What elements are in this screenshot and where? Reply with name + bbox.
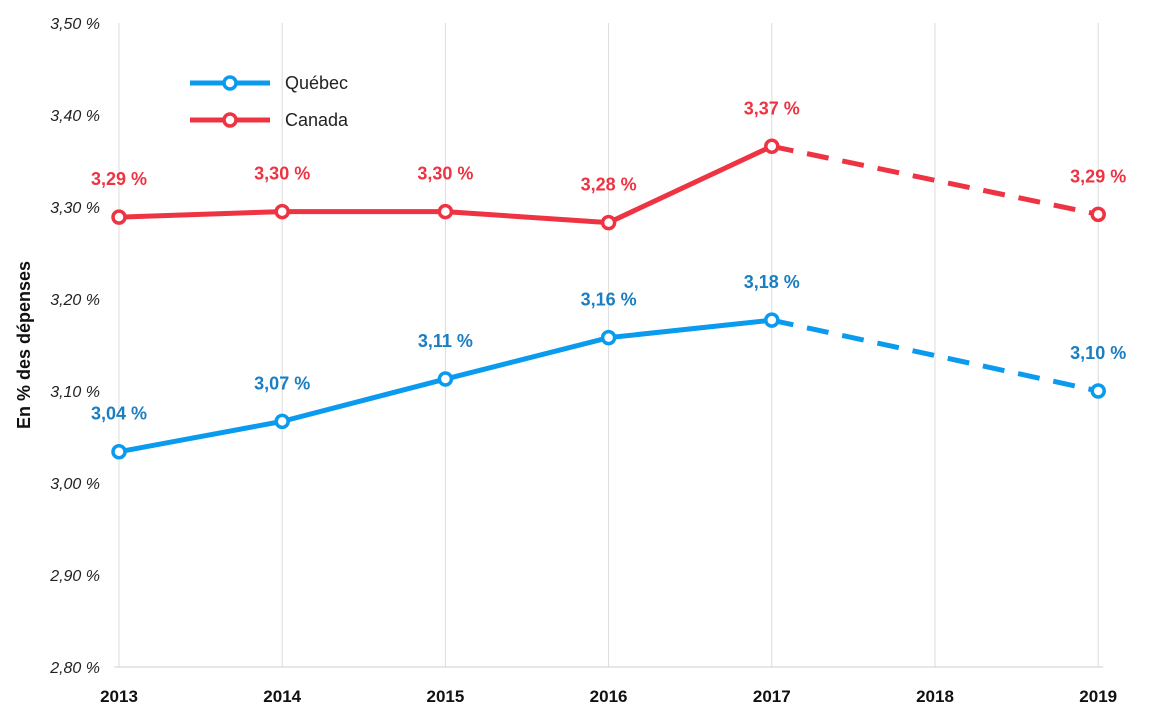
data-label-Québec-2014: 3,07 % — [254, 373, 310, 393]
x-tick-label: 2013 — [100, 687, 138, 706]
x-tick-label: 2015 — [426, 687, 464, 706]
y-tick-label: 3,20 % — [50, 292, 100, 309]
y-tick-label: 3,30 % — [50, 200, 100, 217]
legend-marker-Canada — [222, 112, 238, 128]
data-label-Canada-2017: 3,37 % — [744, 98, 800, 118]
data-label-Québec-2017: 3,18 % — [744, 272, 800, 292]
series-Québec: 3,04 % 3,07 % 3,11 % 3,16 % 3,18 % 3,10 % — [91, 272, 1126, 460]
data-label-Canada-2013: 3,29 % — [91, 169, 147, 189]
x-tick-label: 2018 — [916, 687, 954, 706]
point-Québec-2015 — [437, 371, 454, 387]
point-Québec-2013 — [111, 443, 127, 460]
data-label-Québec-2013: 3,04 % — [91, 404, 147, 424]
data-label-Québec-2016: 3,16 % — [581, 290, 637, 310]
y-tick-label: 3,00 % — [50, 476, 100, 493]
x-tick-label: 2017 — [753, 687, 791, 706]
point-Canada-2019 — [1090, 206, 1106, 223]
data-label-Canada-2015: 3,30 % — [417, 164, 473, 184]
legend-marker-Québec — [222, 75, 238, 91]
y-tick-label: 2,90 % — [49, 568, 100, 585]
point-Québec-2016 — [600, 329, 617, 346]
point-Canada-2017 — [764, 138, 780, 155]
data-label-Canada-2014: 3,30 % — [254, 164, 310, 184]
data-label-Québec-2015: 3,11 % — [418, 331, 473, 351]
point-Québec-2014 — [274, 413, 290, 430]
legend-label-Québec: Québec — [285, 73, 348, 93]
point-Canada-2016 — [600, 214, 617, 231]
y-tick-label: 3,40 % — [50, 108, 100, 125]
line-Québec-projected — [771, 317, 1099, 394]
y-axis-ticks: 2,80 % 2,90 % 3,00 % 3,10 % 3,20 % 3,30 % 3,40… — [49, 16, 100, 677]
data-label-Québec-2019: 3,10 % — [1070, 343, 1126, 363]
y-tick-label: 2,80 % — [49, 660, 100, 677]
vertical-gridlines — [118, 23, 1099, 667]
data-label-Canada-2019: 3,29 % — [1070, 166, 1126, 186]
point-Canada-2015 — [437, 203, 454, 220]
legend-label-Canada: Canada — [285, 110, 349, 130]
x-tick-label: 2016 — [590, 687, 628, 706]
point-Québec-2019 — [1090, 383, 1106, 399]
line-Canada-projected — [771, 143, 1099, 217]
x-axis-ticks: 2013 2014 2015 2016 2017 2018 2019 — [100, 687, 1117, 706]
y-axis-label: En % des dépenses — [14, 261, 34, 429]
point-Québec-2017 — [764, 312, 780, 328]
legend: Québec Canada — [190, 73, 349, 130]
series-group: 3,04 % 3,07 % 3,11 % 3,16 % 3,18 % 3,10 % 3,29… — [91, 98, 1126, 460]
series-Canada: 3,29 % 3,30 % 3,30 % 3,28 % 3,37 % 3,29 % — [91, 98, 1126, 231]
y-tick-label: 3,10 % — [50, 384, 100, 401]
data-label-Canada-2016: 3,28 % — [581, 175, 637, 195]
x-tick-label: 2014 — [263, 687, 301, 706]
point-Canada-2013 — [111, 209, 127, 225]
point-Canada-2014 — [274, 203, 290, 220]
y-tick-label: 3,50 % — [50, 16, 100, 33]
x-tick-label: 2019 — [1079, 687, 1117, 706]
